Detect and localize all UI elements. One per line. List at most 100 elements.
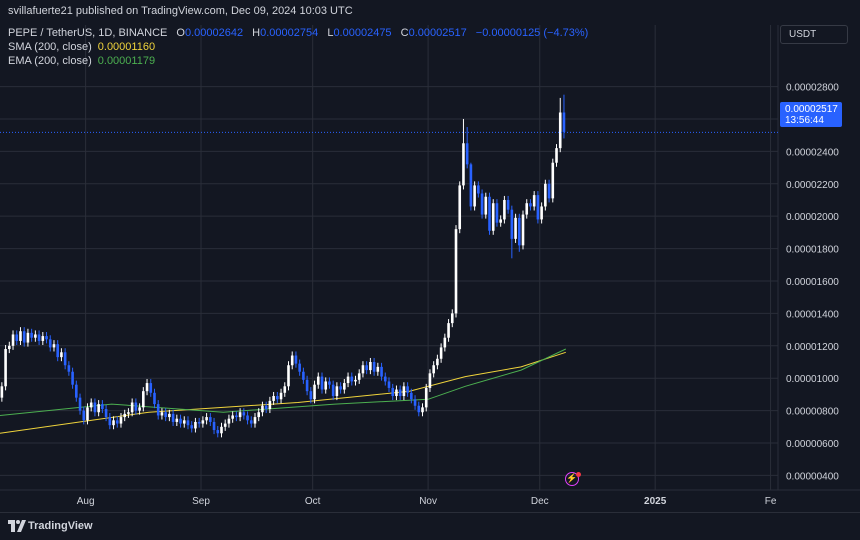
candle[interactable] [127, 408, 130, 418]
candle[interactable] [432, 361, 435, 378]
candle[interactable] [104, 404, 108, 422]
candle[interactable] [145, 379, 149, 396]
candle[interactable] [532, 191, 536, 211]
candle[interactable] [231, 411, 234, 423]
candle[interactable] [450, 309, 454, 328]
candle[interactable] [410, 388, 413, 404]
candle[interactable] [383, 372, 387, 386]
candle[interactable] [469, 162, 473, 211]
candle[interactable] [19, 327, 22, 345]
candle[interactable] [298, 359, 301, 376]
candle[interactable] [186, 416, 190, 430]
candle[interactable] [495, 199, 499, 227]
candle[interactable] [26, 328, 30, 347]
candle[interactable] [417, 401, 421, 417]
candle[interactable] [101, 400, 104, 414]
candle[interactable] [517, 213, 521, 252]
candle[interactable] [119, 413, 123, 428]
candle[interactable] [510, 205, 514, 259]
candle[interactable] [242, 408, 246, 420]
candle[interactable] [413, 395, 417, 410]
candle[interactable] [156, 400, 160, 420]
candle[interactable] [264, 401, 268, 414]
candle[interactable] [503, 195, 506, 224]
candle[interactable] [331, 380, 335, 401]
candle[interactable] [395, 385, 398, 401]
candle[interactable] [160, 408, 164, 420]
candle[interactable] [313, 380, 316, 404]
candle[interactable] [421, 403, 424, 417]
candle[interactable] [268, 396, 272, 414]
candles[interactable] [0, 94, 566, 438]
candle[interactable] [212, 417, 216, 435]
candle[interactable] [447, 319, 450, 342]
tradingview-logo-icon[interactable] [8, 520, 26, 532]
candle[interactable] [547, 179, 551, 203]
candle[interactable] [290, 351, 294, 370]
candle[interactable] [279, 388, 283, 404]
candle[interactable] [153, 388, 156, 409]
candle[interactable] [343, 379, 346, 394]
candle[interactable] [30, 328, 33, 342]
candle[interactable] [536, 191, 540, 224]
candle[interactable] [391, 383, 395, 401]
candle[interactable] [261, 401, 264, 417]
candle[interactable] [246, 411, 249, 425]
candle[interactable] [436, 354, 439, 370]
candle[interactable] [477, 181, 480, 198]
candle[interactable] [82, 406, 86, 425]
candle[interactable] [108, 413, 112, 430]
candle[interactable] [283, 382, 287, 397]
candle[interactable] [138, 403, 141, 415]
candle[interactable] [190, 421, 194, 433]
candle[interactable] [324, 377, 328, 394]
sma-legend[interactable]: SMA (200, close) 0.00001160 [8, 41, 155, 53]
price-axis[interactable]: 0.00000400 0.00000600 0.00000800 0.00001000… [786, 83, 839, 483]
candle[interactable] [361, 361, 365, 378]
candle[interactable] [8, 341, 11, 354]
candle[interactable] [257, 408, 261, 422]
candle[interactable] [294, 351, 298, 368]
candle[interactable] [488, 192, 491, 235]
candle[interactable] [249, 416, 253, 428]
candle[interactable] [123, 409, 127, 422]
candle[interactable] [491, 199, 495, 235]
candle[interactable] [67, 361, 71, 376]
candle[interactable] [205, 413, 208, 425]
candle[interactable] [354, 375, 357, 386]
candle[interactable] [112, 416, 115, 430]
event-flag-icon[interactable]: ⚡ [565, 472, 579, 486]
candle[interactable] [465, 127, 469, 169]
candle[interactable] [376, 362, 380, 376]
candle[interactable] [328, 377, 331, 389]
candle[interactable] [484, 192, 488, 219]
candle[interactable] [525, 199, 529, 219]
candle[interactable] [182, 416, 186, 428]
candle[interactable] [335, 382, 339, 401]
candle[interactable] [316, 372, 320, 389]
candle[interactable] [276, 391, 279, 404]
candle[interactable] [555, 144, 558, 167]
candle[interactable] [194, 417, 197, 433]
candle[interactable] [86, 403, 89, 425]
ema-legend[interactable]: EMA (200, close) 0.00001179 [8, 55, 155, 67]
candle[interactable] [78, 393, 82, 415]
candle[interactable] [562, 94, 566, 139]
candle[interactable] [454, 225, 458, 318]
candle[interactable] [514, 213, 517, 243]
candle[interactable] [15, 330, 19, 345]
candle[interactable] [56, 340, 60, 362]
candle[interactable] [97, 400, 100, 417]
candle[interactable] [357, 369, 361, 384]
candle[interactable] [223, 419, 227, 431]
candle[interactable] [227, 414, 231, 428]
candle[interactable] [272, 391, 275, 405]
candle[interactable] [45, 332, 48, 344]
candle[interactable] [253, 413, 257, 428]
candle[interactable] [350, 372, 354, 386]
candle[interactable] [398, 385, 402, 401]
candle[interactable] [175, 414, 179, 427]
candle[interactable] [305, 375, 309, 396]
symbol-label[interactable]: PEPE / TetherUS, 1D, BINANCE [8, 27, 168, 39]
